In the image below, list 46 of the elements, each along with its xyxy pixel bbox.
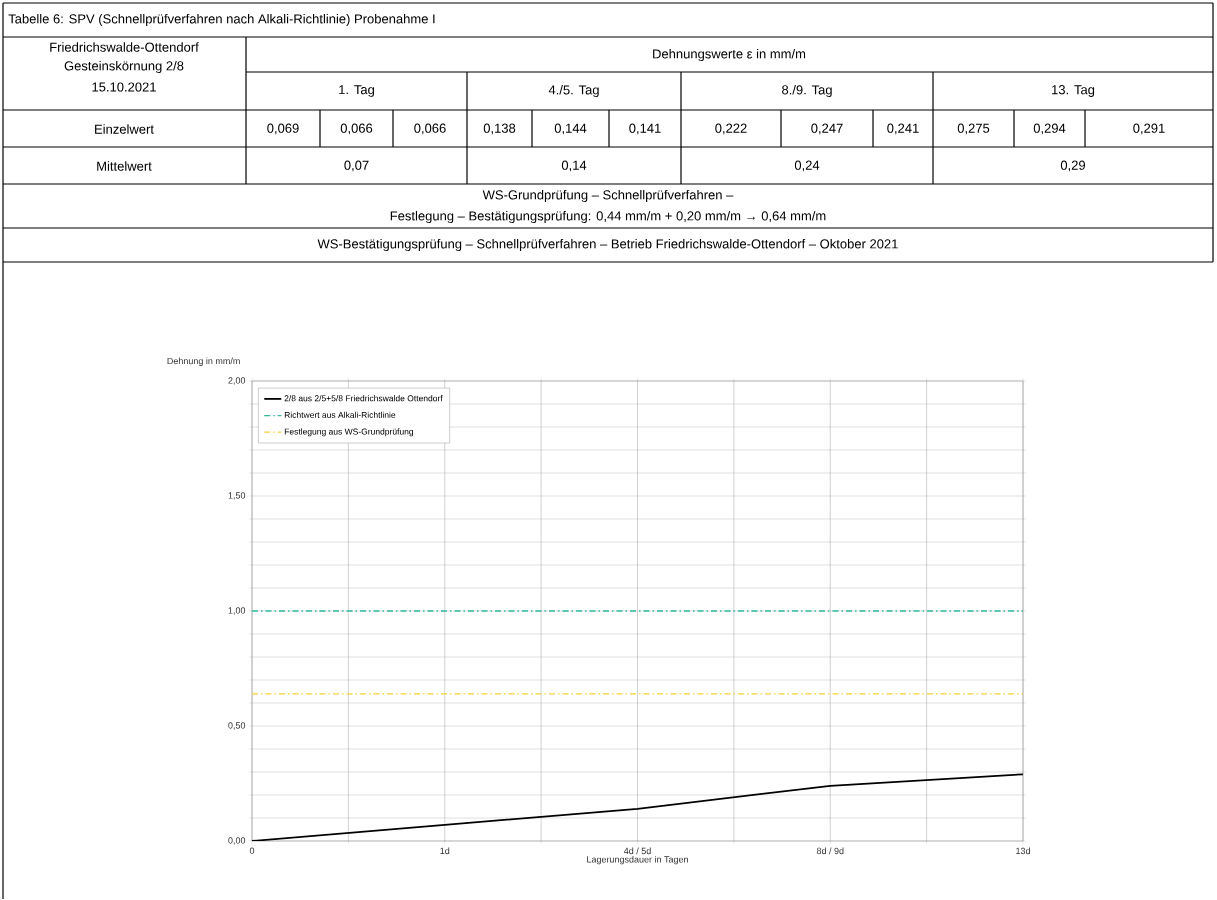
text: 0,066 [414, 123, 446, 135]
text: 0,066 [340, 123, 373, 135]
legend-label: Richtwert aus Alkali-Richtlinie [284, 411, 396, 419]
text: 13. Tag [1052, 85, 1095, 98]
text: 4./5. Tag [548, 85, 599, 98]
y-tick-label: 0,50 [228, 722, 246, 730]
legend-label: Festlegung aus WS-Grundprüfung [284, 428, 414, 437]
x-tick-label: 13d [1016, 847, 1030, 855]
text: 0,138 [483, 123, 516, 135]
text: 8./9. Tag [782, 85, 832, 98]
text: 0,07 [344, 160, 369, 172]
text: Mittelwert [97, 161, 152, 171]
text: 0,144 [554, 123, 587, 135]
x-tick-label: 8d / 9d [816, 847, 844, 855]
text: 0,222 [715, 123, 747, 135]
text: 0,291 [1133, 123, 1165, 135]
text: 15.10.2021 [92, 82, 156, 92]
text: Einzelwert [95, 124, 154, 134]
text: 0,24 [794, 160, 820, 172]
y-tick-label: 2,00 [228, 377, 246, 385]
text: Dehnungswerte ε in mm/m [653, 49, 806, 62]
text: Festlegung – Bestätigungsprüfung: 0,44 mm/m + 0,20 mm/m → 0,64 mm/m [390, 211, 826, 224]
text: 0,14 [561, 160, 587, 172]
text: Gesteinskörnung 2/8 [64, 61, 184, 74]
text: 1. Tag [339, 85, 374, 98]
text: 0,247 [811, 123, 843, 135]
text: 0,275 [957, 123, 990, 135]
text: 0,29 [1060, 160, 1086, 172]
text: 0,069 [267, 123, 299, 135]
y-tick-label: 0,00 [228, 837, 246, 845]
text: WS-Grundprüfung – Schnellprüfverfahren – [482, 190, 734, 203]
legend-label: 2/8 aus 2/5+5/8 Friedrichswalde Ottendorf [284, 395, 443, 402]
x-axis-title: Lagerungsdauer in Tagen [587, 856, 688, 865]
text: 0,294 [1033, 123, 1066, 135]
x-tick-label: 4d / 5d [623, 847, 651, 855]
text: 0,141 [629, 123, 661, 135]
line-series [252, 773, 1024, 842]
y-axis-title: Dehnung in mm/m [167, 357, 240, 367]
text: Friedrichswalde-Ottendorf [50, 42, 199, 52]
text: 0,241 [887, 123, 919, 135]
x-tick-label: 1d [440, 847, 450, 855]
y-tick-label: 1,50 [228, 492, 246, 500]
y-tick-label: 1,00 [228, 607, 246, 615]
x-tick-label: 0 [249, 847, 255, 855]
text: WS-Bestätigungsprüfung – Schnellprüfverfahren – Betrieb Friedrichswalde-Ottendorf – Oktober 2021 [317, 239, 898, 252]
text: Tabelle 6: SPV (Schnellprüfverfahren nach Alkali-Richtlinie) Probenahme I [8, 14, 435, 27]
